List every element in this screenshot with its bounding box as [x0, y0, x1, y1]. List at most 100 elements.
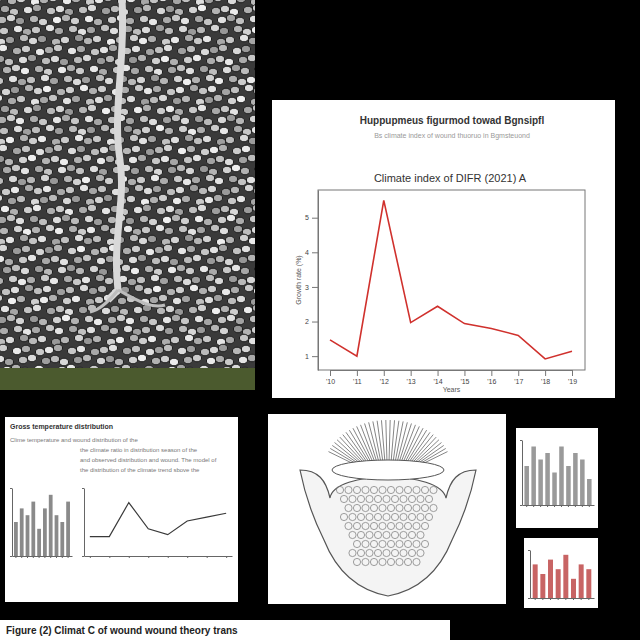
pebble [122, 247, 131, 255]
pebble [32, 104, 41, 112]
cell [391, 549, 398, 556]
y-tick: 3 [305, 284, 318, 291]
pebble [125, 317, 134, 325]
cell [396, 504, 403, 511]
pebble [0, 77, 4, 85]
x-tick [547, 505, 548, 507]
pebble [65, 186, 74, 194]
pebble [108, 44, 117, 52]
pebble [88, 87, 97, 95]
pebble [246, 276, 255, 284]
pebble [96, 257, 105, 265]
cell [366, 513, 373, 520]
pebble [61, 314, 70, 322]
pebble [31, 26, 40, 34]
pebble [38, 318, 47, 326]
pebble [20, 167, 29, 175]
pebble [0, 244, 8, 252]
cell [387, 540, 394, 547]
pebble [67, 247, 76, 255]
pebble [31, 226, 40, 234]
cell [387, 504, 394, 511]
cell [421, 504, 428, 511]
pebble [232, 147, 241, 155]
pebble [72, 278, 81, 286]
pebble [63, 175, 72, 183]
pebble [194, 315, 203, 323]
pebble [29, 115, 38, 123]
x-tick-mark [572, 370, 573, 376]
pebble [252, 204, 255, 212]
x-axis: '10'11'12'13'14'15'16'17'18'19 [326, 370, 577, 385]
pebble [211, 207, 220, 215]
pebble [96, 157, 105, 165]
pebble [211, 107, 220, 115]
pebble [31, 126, 40, 134]
pebble [15, 117, 24, 125]
cell [379, 486, 386, 493]
pebble [144, 265, 153, 273]
pebble [48, 0, 57, 2]
pebble [27, 54, 36, 62]
pebble [8, 175, 17, 183]
pebble [143, 287, 152, 295]
pebble [151, 157, 160, 165]
pebble [219, 27, 228, 35]
pebble [63, 75, 72, 83]
pebble [27, 354, 36, 362]
pebble [192, 254, 201, 262]
x-tick [589, 505, 590, 507]
pebble [166, 188, 175, 196]
pebble [13, 325, 22, 333]
y-tick [520, 440, 522, 441]
pebble [40, 74, 49, 82]
pebble [226, 214, 235, 222]
pebble [136, 276, 145, 284]
panel-bg [5, 417, 238, 602]
pebble [94, 96, 103, 104]
pebble [251, 126, 255, 134]
x-tick-mark [33, 556, 34, 558]
y-axis: 12345 [305, 191, 318, 371]
cell [430, 486, 437, 493]
cell [374, 495, 381, 502]
pebble [95, 174, 104, 182]
x-tick-mark [438, 370, 439, 376]
pebble [162, 216, 171, 224]
pebble [35, 348, 44, 356]
pebble [93, 18, 102, 26]
pebble [37, 35, 46, 43]
pebble [28, 137, 37, 145]
pebble [141, 326, 150, 334]
pebble [87, 204, 96, 212]
pebble [48, 294, 57, 302]
x-tick-mark [207, 556, 208, 558]
caption-bg [0, 620, 450, 640]
pebble [67, 47, 76, 55]
pebble [217, 216, 226, 224]
pebble [68, 25, 77, 33]
bar [540, 574, 545, 598]
pebble [241, 45, 250, 53]
pebble [194, 15, 203, 23]
pebble [154, 46, 163, 54]
pebble [11, 64, 20, 72]
pebble [94, 196, 103, 204]
cell [408, 549, 415, 556]
bar [580, 460, 585, 506]
pebble [74, 234, 83, 242]
x-tick-label: '15 [460, 378, 469, 385]
pebble [230, 286, 239, 294]
pebble [13, 225, 22, 233]
pebble [243, 106, 252, 114]
x-tick [39, 556, 40, 558]
pebble [53, 244, 62, 252]
cell [357, 513, 364, 520]
y-tick [528, 550, 530, 551]
pebble [96, 57, 105, 65]
x-tick-mark [533, 505, 534, 507]
mini-chart [528, 551, 595, 601]
pebble [142, 4, 151, 12]
x-tick: '12 [380, 370, 389, 385]
pebble [110, 305, 119, 313]
